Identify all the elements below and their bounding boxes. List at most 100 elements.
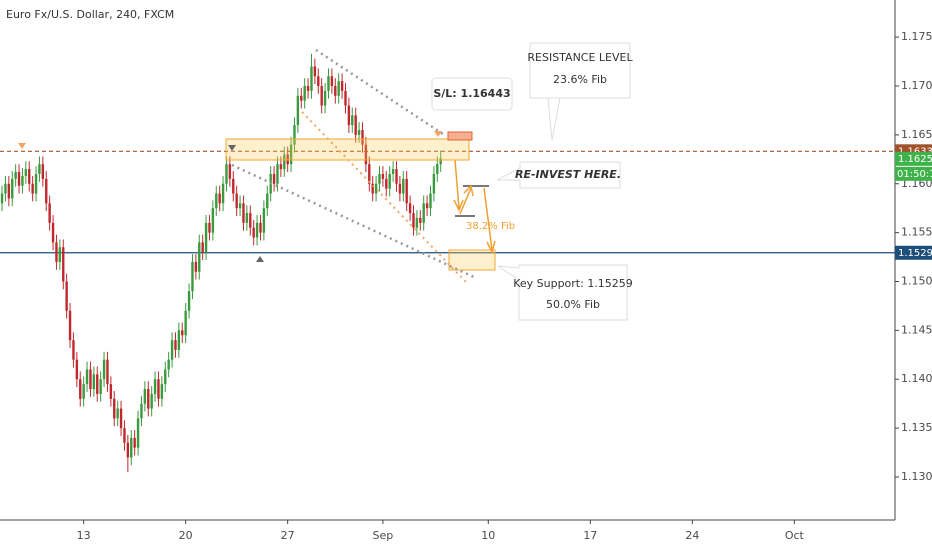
candle-body: [167, 359, 170, 370]
candle-body: [211, 208, 215, 233]
candle-body: [272, 173, 276, 184]
fib-label: 38.2% Fib: [466, 221, 515, 232]
candle-body: [279, 164, 283, 170]
candle-body: [357, 130, 361, 135]
candle-body: [306, 86, 310, 91]
candle-body: [395, 169, 398, 184]
candle-body: [378, 173, 381, 184]
candle-body: [65, 281, 68, 311]
candle-body: [425, 203, 429, 209]
candle-body: [334, 86, 337, 96]
candle-body: [92, 374, 96, 390]
candle-body: [89, 369, 92, 390]
candle-body: [266, 193, 269, 209]
x-tick-label: 17: [583, 529, 597, 542]
candle-body: [313, 66, 317, 77]
candle-body: [371, 183, 374, 194]
candle-body: [340, 81, 344, 91]
y-tick-label: 1.16500: [901, 128, 932, 141]
candle-body: [170, 340, 174, 360]
stop-loss-zone: [447, 131, 473, 141]
candle-body: [181, 330, 184, 336]
arrow: [453, 159, 464, 212]
resistance-zone: [225, 138, 470, 161]
candle-body: [238, 203, 242, 209]
candle-body: [62, 247, 65, 282]
candle-body: [119, 408, 123, 429]
candle-body: [109, 384, 113, 399]
support-zone: [448, 249, 496, 271]
candle-body: [96, 374, 99, 394]
candle-body: [24, 169, 28, 176]
candle-body: [68, 310, 72, 341]
candle-body: [174, 340, 177, 350]
candle-body: [402, 178, 405, 194]
x-tick-label: Oct: [785, 529, 805, 542]
candle-body: [374, 183, 378, 194]
candle-body: [160, 384, 164, 399]
candle-body: [255, 222, 259, 238]
candle-body: [286, 154, 289, 165]
candle-body: [82, 384, 85, 399]
price-line-badge-label: 1.15294: [898, 248, 932, 259]
candle-body: [439, 158, 442, 165]
candle-body: [102, 359, 106, 380]
x-tick-label: 24: [685, 529, 699, 542]
candle-body: [398, 183, 402, 194]
candle-body: [252, 227, 255, 238]
candle-body: [38, 164, 41, 174]
marker: [228, 145, 236, 151]
x-tick-label: Sep: [373, 529, 394, 542]
candle-body: [191, 261, 194, 292]
candle-body: [242, 203, 245, 223]
candle-body: [11, 178, 14, 199]
candle-body: [106, 359, 109, 385]
y-tick-label: 1.13500: [901, 421, 932, 434]
candle-body: [99, 379, 102, 394]
candle-body: [408, 203, 412, 214]
marker: [256, 256, 264, 262]
candle-body: [136, 418, 140, 448]
candle-body: [116, 408, 119, 419]
price-line-badge-label: 1.16332: [898, 146, 932, 157]
candle-body: [412, 213, 415, 228]
candle-body: [31, 183, 34, 194]
candle-body: [126, 442, 130, 458]
candle-body: [245, 213, 249, 223]
candle-body: [79, 379, 82, 399]
marker: [18, 143, 26, 149]
callout: [431, 77, 513, 111]
support-fib-label: 50.0% Fib: [546, 298, 600, 311]
candle-body: [177, 330, 181, 350]
candle-body: [21, 175, 24, 186]
candle-body: [198, 242, 201, 272]
candle-body: [344, 90, 347, 106]
stop-loss-label: S/L: 1.16443: [433, 87, 510, 100]
x-tick-label: 27: [281, 529, 295, 542]
candle-body: [143, 389, 147, 404]
candle-body: [184, 310, 187, 336]
candle-body: [51, 222, 55, 243]
candle-body: [58, 247, 62, 262]
y-tick-label: 1.13000: [901, 470, 932, 483]
candle-body: [249, 213, 252, 228]
candle-body: [276, 164, 279, 184]
candle-body: [405, 178, 408, 204]
candle-body: [259, 222, 262, 233]
candle-body: [323, 90, 327, 106]
reinvest-label: RE-INVEST HERE.: [515, 168, 621, 181]
countdown-label: 01:50:11: [897, 169, 932, 180]
candle-body: [14, 172, 17, 179]
y-tick-label: 1.15500: [901, 226, 932, 239]
last-price-badge-label: 1.16255: [898, 154, 932, 165]
arrow: [459, 184, 474, 215]
candle-body: [130, 437, 133, 458]
candle-body: [361, 130, 364, 145]
candle-body: [432, 173, 436, 194]
candle-body: [354, 115, 357, 135]
candle-body: [133, 437, 136, 448]
candle-body: [187, 291, 191, 311]
marker: [434, 131, 442, 137]
callout: [497, 264, 628, 321]
